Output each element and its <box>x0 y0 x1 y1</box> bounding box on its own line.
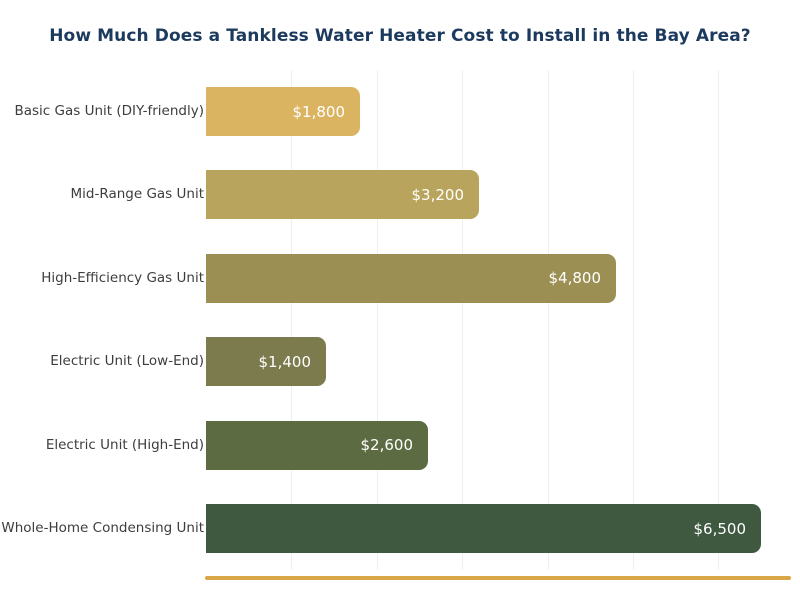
category-label: Basic Gas Unit (DIY-friendly) <box>14 103 204 119</box>
value-label: $1,800 <box>292 102 346 121</box>
gridline <box>462 70 464 570</box>
category-label: High-Efficiency Gas Unit <box>41 269 204 286</box>
gridline <box>376 70 378 570</box>
bar: $1,400 <box>206 337 326 387</box>
category-label: Electric Unit (High-End) <box>45 436 204 453</box>
chart-title: How Much Does a Tankless Water Heater Co… <box>49 26 751 46</box>
value-label: $6,500 <box>693 519 747 538</box>
value-label: $2,600 <box>360 436 414 455</box>
bar: $1,800 <box>206 87 360 136</box>
bar-row: Basic Gas Unit (DIY-friendly) $1,800 <box>0 87 800 136</box>
gridline <box>291 70 293 570</box>
bar: $4,800 <box>206 253 616 303</box>
category-label: Whole-Home Condensing Unit <box>1 520 204 536</box>
category-label: Mid-Range Gas Unit <box>70 186 204 203</box>
bar-row: Electric Unit (High-End) $2,600 <box>0 420 800 470</box>
bar: $3,200 <box>206 170 479 220</box>
bar-row: Mid-Range Gas Unit $3,200 <box>0 170 800 220</box>
bar-row: High-Efficiency Gas Unit $4,800 <box>0 253 800 303</box>
value-label: $3,200 <box>411 185 465 204</box>
category-label: Electric Unit (Low-End) <box>50 353 204 370</box>
bar-row: Whole-Home Condensing Unit $6,500 <box>0 504 800 553</box>
gridline <box>633 70 634 570</box>
bar: $6,500 <box>206 504 761 553</box>
x-axis-baseline <box>205 576 791 580</box>
bar-row: Electric Unit (Low-End) $1,400 <box>0 337 800 387</box>
gridline <box>547 70 549 570</box>
value-label: $4,800 <box>548 269 602 288</box>
bar: $2,600 <box>206 420 428 470</box>
gridline <box>718 70 720 570</box>
value-label: $1,400 <box>258 352 312 371</box>
